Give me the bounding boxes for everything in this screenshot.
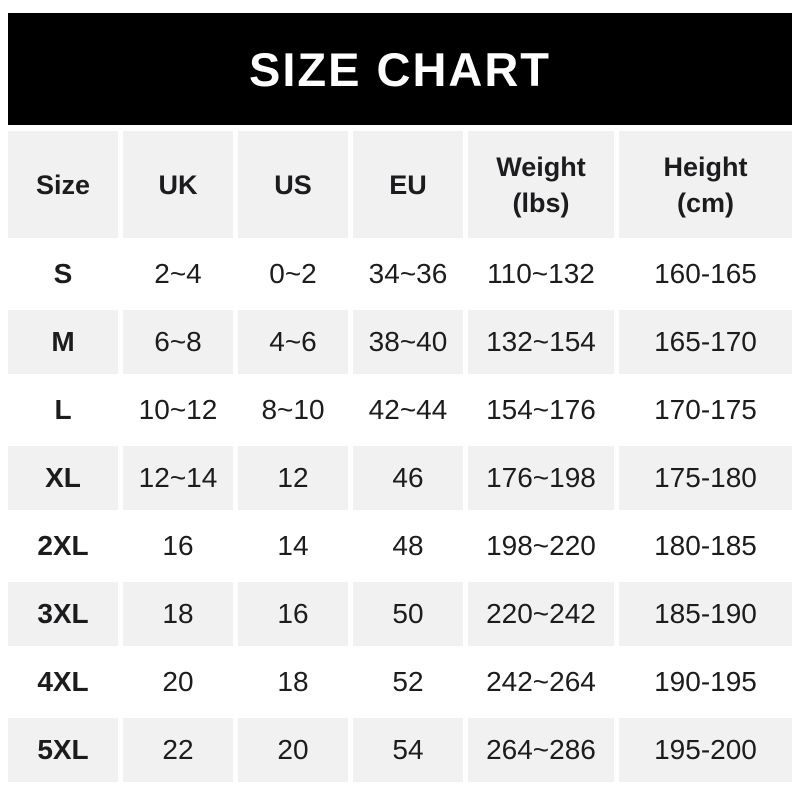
- table-row: M 6~8 4~6 38~40 132~154 165-170: [8, 310, 792, 374]
- weight-cell: 198~220: [468, 514, 614, 578]
- uk-cell: 12~14: [123, 446, 233, 510]
- height-cell: 180-185: [619, 514, 792, 578]
- height-cell: 195-200: [619, 718, 792, 782]
- table-row: 5XL 22 20 54 264~286 195-200: [8, 718, 792, 782]
- weight-cell: 176~198: [468, 446, 614, 510]
- eu-cell: 38~40: [353, 310, 463, 374]
- table-row: XL 12~14 12 46 176~198 175-180: [8, 446, 792, 510]
- us-cell: 16: [238, 582, 348, 646]
- height-cell: 160-165: [619, 242, 792, 306]
- eu-cell: 42~44: [353, 378, 463, 442]
- column-header-size: Size: [8, 131, 118, 238]
- height-cell: 185-190: [619, 582, 792, 646]
- size-cell: 2XL: [8, 514, 118, 578]
- size-cell: 4XL: [8, 650, 118, 714]
- eu-cell: 48: [353, 514, 463, 578]
- size-chart-page: SIZE CHART Size UK US EU Weight (lbs): [8, 0, 792, 782]
- table-row: 3XL 18 16 50 220~242 185-190: [8, 582, 792, 646]
- table-row: S 2~4 0~2 34~36 110~132 160-165: [8, 242, 792, 306]
- eu-cell: 46: [353, 446, 463, 510]
- eu-cell: 34~36: [353, 242, 463, 306]
- us-cell: 8~10: [238, 378, 348, 442]
- weight-cell: 132~154: [468, 310, 614, 374]
- uk-cell: 2~4: [123, 242, 233, 306]
- column-header-eu: EU: [353, 131, 463, 238]
- column-header-uk: UK: [123, 131, 233, 238]
- uk-cell: 22: [123, 718, 233, 782]
- table-row: L 10~12 8~10 42~44 154~176 170-175: [8, 378, 792, 442]
- us-cell: 4~6: [238, 310, 348, 374]
- us-cell: 0~2: [238, 242, 348, 306]
- us-cell: 20: [238, 718, 348, 782]
- size-cell: S: [8, 242, 118, 306]
- weight-cell: 264~286: [468, 718, 614, 782]
- us-cell: 14: [238, 514, 348, 578]
- table-header-row: Size UK US EU Weight (lbs) Height (cm): [8, 131, 792, 238]
- uk-cell: 6~8: [123, 310, 233, 374]
- eu-cell: 54: [353, 718, 463, 782]
- eu-cell: 52: [353, 650, 463, 714]
- uk-cell: 20: [123, 650, 233, 714]
- weight-cell: 220~242: [468, 582, 614, 646]
- height-cell: 190-195: [619, 650, 792, 714]
- size-cell: 3XL: [8, 582, 118, 646]
- us-cell: 18: [238, 650, 348, 714]
- column-header-weight: Weight (lbs): [468, 131, 614, 238]
- uk-cell: 16: [123, 514, 233, 578]
- height-cell: 170-175: [619, 378, 792, 442]
- uk-cell: 18: [123, 582, 233, 646]
- column-header-us: US: [238, 131, 348, 238]
- size-cell: XL: [8, 446, 118, 510]
- height-cell: 175-180: [619, 446, 792, 510]
- size-chart-table: Size UK US EU Weight (lbs) Height (cm): [8, 131, 792, 782]
- column-header-height: Height (cm): [619, 131, 792, 238]
- table-row: 2XL 16 14 48 198~220 180-185: [8, 514, 792, 578]
- table-row: 4XL 20 18 52 242~264 190-195: [8, 650, 792, 714]
- eu-cell: 50: [353, 582, 463, 646]
- uk-cell: 10~12: [123, 378, 233, 442]
- weight-cell: 242~264: [468, 650, 614, 714]
- page-title: SIZE CHART: [249, 42, 551, 96]
- title-banner: SIZE CHART: [8, 13, 792, 125]
- size-cell: L: [8, 378, 118, 442]
- us-cell: 12: [238, 446, 348, 510]
- height-cell: 165-170: [619, 310, 792, 374]
- weight-cell: 154~176: [468, 378, 614, 442]
- size-cell: 5XL: [8, 718, 118, 782]
- size-cell: M: [8, 310, 118, 374]
- weight-cell: 110~132: [468, 242, 614, 306]
